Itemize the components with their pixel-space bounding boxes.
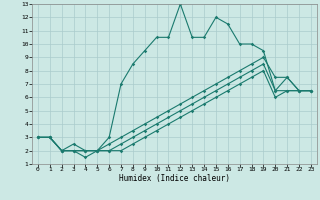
X-axis label: Humidex (Indice chaleur): Humidex (Indice chaleur)	[119, 174, 230, 183]
